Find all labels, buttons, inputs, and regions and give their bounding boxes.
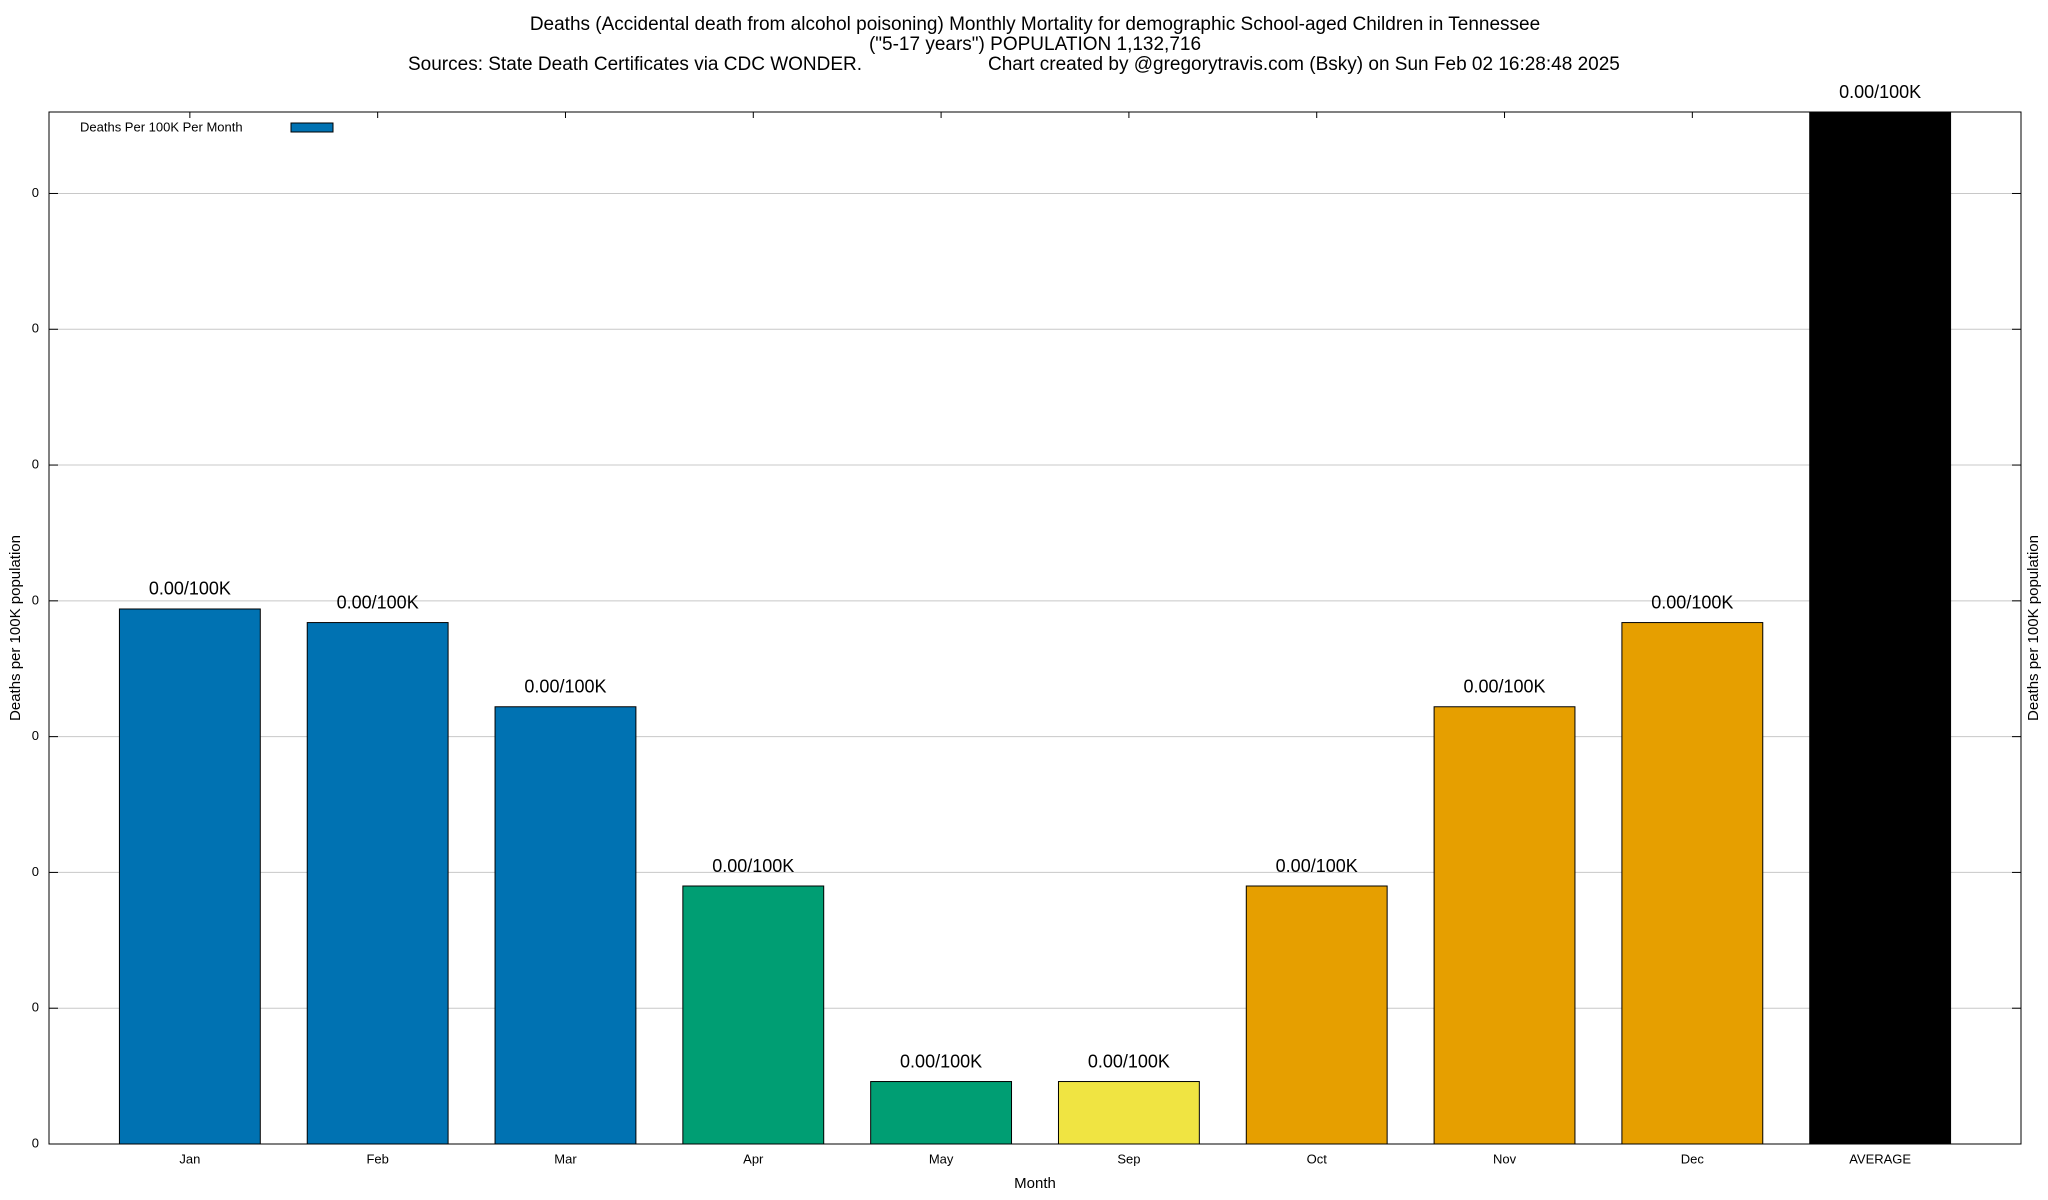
value-label: 0.00/100K [1276,856,1358,876]
bar [1809,112,1952,1144]
bar [1057,1081,1200,1144]
y-tick-label: 0 [32,321,39,336]
chart-credit: Chart created by @gregorytravis.com (Bsk… [988,54,1620,75]
y-tick-label: 0 [32,1135,39,1150]
chart-subtitle: ("5-17 years") POPULATION 1,132,716 [869,34,1201,55]
bar [494,706,637,1144]
x-tick-label: May [929,1151,954,1166]
bar [682,885,825,1144]
y-tick-label: 0 [32,456,39,471]
x-axis-label: Month [1014,1175,1056,1192]
x-tick-label: Sep [1117,1151,1140,1166]
value-label: 0.00/100K [1463,677,1545,697]
x-tick-label: Apr [743,1151,764,1166]
value-label: 0.00/100K [1088,1051,1170,1071]
bar [870,1081,1013,1144]
legend-swatch [290,122,334,133]
y-axis-label: Deaths per 100K population [7,535,24,721]
bar [118,608,261,1144]
x-tick-label: Mar [554,1151,577,1166]
value-label: 0.00/100K [149,579,231,599]
y-tick-label: 0 [32,864,39,879]
value-label: 0.00/100K [1651,592,1733,612]
value-label: 0.00/100K [712,856,794,876]
bar [306,622,449,1144]
x-tick-label: Oct [1307,1151,1328,1166]
y2-axis-label: Deaths per 100K population [2025,535,2042,721]
x-tick-label: Nov [1493,1151,1517,1166]
bar [1433,706,1576,1144]
bar [1245,885,1388,1144]
value-label: 0.00/100K [1839,82,1921,102]
chart-source: Sources: State Death Certificates via CD… [408,54,862,75]
legend-label: Deaths Per 100K Per Month [80,119,243,134]
x-tick-label: AVERAGE [1849,1151,1911,1166]
y-tick-label: 0 [32,1000,39,1015]
value-label: 0.00/100K [337,592,419,612]
y-tick-label: 0 [32,728,39,743]
x-tick-label: Feb [366,1151,388,1166]
value-label: 0.00/100K [524,677,606,697]
chart-title: Deaths (Accidental death from alcohol po… [530,14,1540,35]
y-tick-label: 0 [32,592,39,607]
x-tick-label: Jan [179,1151,200,1166]
x-tick-label: Dec [1681,1151,1705,1166]
value-label: 0.00/100K [900,1051,982,1071]
plot-frame [48,111,2022,1145]
y-tick-label: 0 [32,185,39,200]
bar [1621,622,1764,1144]
